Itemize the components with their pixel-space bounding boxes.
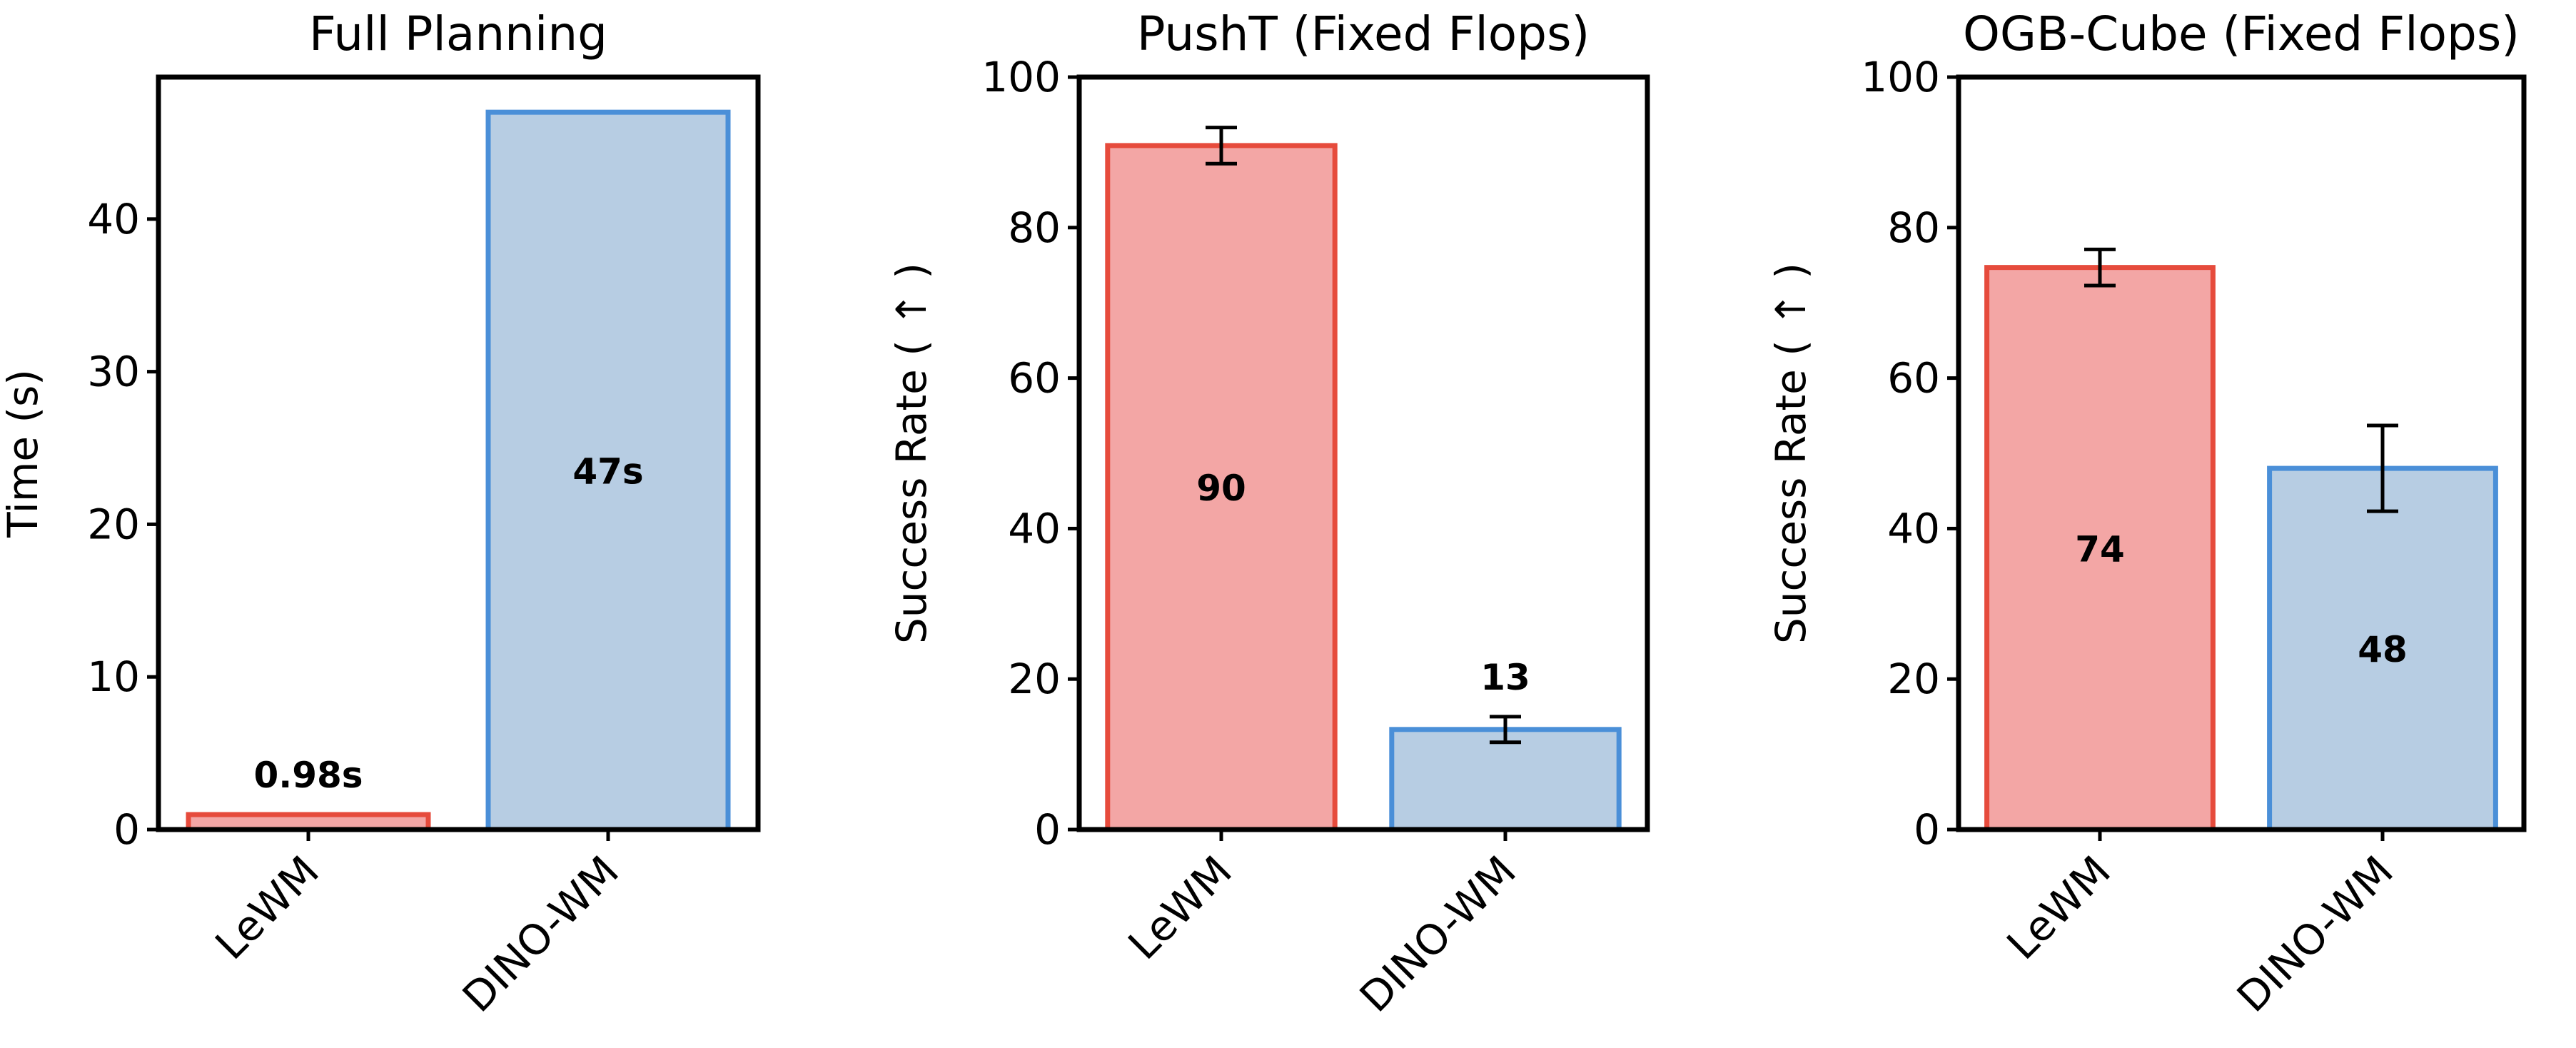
bar-lewm	[1984, 265, 2216, 832]
bar-dino-wm	[1389, 727, 1622, 832]
y-tick-label: 80	[1008, 203, 1061, 252]
y-tick-label: 40	[1887, 504, 1940, 553]
bar-dino-wm	[485, 109, 731, 832]
y-axis-label: Time (s)	[0, 369, 47, 538]
y-tick-label: 20	[87, 500, 140, 548]
y-tick-label: 80	[1887, 203, 1940, 252]
y-tick-label: 60	[1887, 354, 1940, 403]
x-tick-label: LeWM	[1119, 847, 1241, 969]
y-tick-label: 30	[87, 348, 140, 396]
bar-dino-wm	[2267, 465, 2498, 832]
axes-frame	[1956, 74, 2527, 832]
y-tick-label: 40	[87, 195, 140, 243]
data-label: 48	[2358, 629, 2408, 670]
x-tick-label: DINO-WM	[2228, 847, 2403, 1022]
y-tick-label: 0	[1914, 805, 1940, 854]
x-tick-label: DINO-WM	[453, 847, 628, 1022]
data-label: 74	[2075, 528, 2125, 570]
data-label: 47s	[572, 451, 643, 493]
y-tick-label: 100	[981, 53, 1061, 101]
y-tick-label: 0	[1034, 805, 1061, 854]
x-tick-label: LeWM	[206, 847, 328, 969]
y-tick-label: 0	[113, 805, 140, 854]
data-label: 90	[1196, 468, 1246, 509]
axes-frame	[156, 74, 761, 832]
y-tick-label: 60	[1008, 354, 1061, 403]
y-tick-label: 20	[1887, 655, 1940, 703]
panel-pusht: PushT (Fixed Flops) Success Rate ( ↑ ) 9…	[887, 6, 1650, 1022]
y-tick-label: 100	[1861, 53, 1940, 101]
panel-title: PushT (Fixed Flops)	[1137, 6, 1590, 61]
y-tick-label: 20	[1008, 655, 1061, 703]
panel-full-planning: Full Planning Time (s) 0.98s LeWM 47s DINO-…	[0, 6, 761, 1022]
data-label: 0.98s	[253, 755, 363, 796]
x-tick-label: DINO-WM	[1350, 847, 1525, 1022]
data-label: 13	[1480, 657, 1530, 698]
y-tick-label: 10	[87, 653, 140, 701]
y-axis-label: Success Rate ( ↑ )	[1767, 263, 1815, 644]
x-tick-label: LeWM	[1998, 847, 2120, 969]
y-axis-label: Success Rate ( ↑ )	[887, 263, 936, 644]
axes-frame	[1076, 74, 1650, 832]
panel-title: Full Planning	[309, 6, 607, 61]
y-tick-label: 40	[1008, 504, 1061, 553]
panel-title: OGB-Cube (Fixed Flops)	[1963, 6, 2520, 61]
panel-ogb-cube: OGB-Cube (Fixed Flops) Success Rate ( ↑ …	[1767, 6, 2527, 1022]
bar-lewm	[1105, 143, 1338, 832]
